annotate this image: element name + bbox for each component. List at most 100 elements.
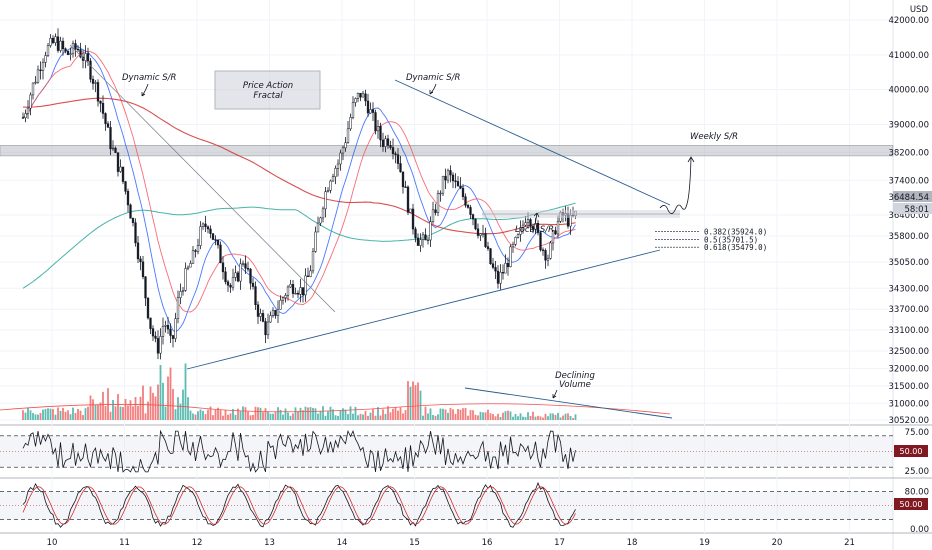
volume-bar: [159, 365, 162, 420]
volume-bar: [164, 406, 167, 420]
candle-body: [29, 94, 32, 109]
rsi-tick-label: 75.00: [905, 428, 929, 438]
volume-bar: [189, 410, 192, 420]
volume-bar: [474, 414, 477, 420]
candle-body: [211, 233, 215, 240]
candle-body: [536, 222, 540, 233]
candle-body: [156, 338, 160, 354]
volume-bar: [122, 407, 124, 420]
candle-body: [294, 292, 297, 295]
volume-bar: [297, 411, 299, 420]
volume-bar: [504, 411, 507, 420]
volume-bar: [139, 396, 142, 420]
volume-bar: [229, 413, 232, 420]
last-price-tag: 36484.54 58:01: [888, 191, 932, 215]
candle-body: [201, 223, 205, 227]
candle-body: [494, 267, 497, 272]
candle-body: [389, 145, 392, 148]
volume-bar: [414, 385, 417, 420]
candle-body: [91, 78, 95, 84]
volume-bar: [242, 406, 244, 420]
candle-body: [89, 60, 92, 80]
candle-body: [146, 297, 150, 319]
stoch-d-line: [22, 486, 576, 525]
candle-body: [196, 245, 200, 252]
candle-body: [204, 223, 207, 228]
candle-body: [261, 313, 265, 322]
volume-bar: [512, 416, 514, 420]
volume-bar: [302, 410, 304, 420]
candle-body: [264, 321, 267, 336]
volume-bar: [554, 414, 557, 420]
candle-body: [131, 218, 135, 223]
price-action-box[interactable]: [214, 70, 321, 110]
volume-bar: [142, 385, 144, 420]
candle-body: [499, 272, 502, 284]
candle-body: [374, 112, 377, 132]
candle-body: [344, 142, 347, 149]
candle-body: [61, 40, 65, 49]
time-tick-label: 11: [119, 538, 130, 548]
candle-body: [101, 103, 105, 114]
volume-bar: [379, 415, 382, 420]
volume-bar: [107, 388, 109, 420]
local-sr-zone: [482, 210, 680, 218]
volume-bar: [337, 415, 339, 420]
candle-body: [251, 282, 255, 287]
ascending-trendline: [186, 249, 661, 370]
candle-body: [521, 224, 525, 228]
candle-body: [324, 191, 327, 210]
volume-bar: [287, 412, 289, 420]
annotation-arrow-2: [429, 83, 437, 95]
price-tick-label: 31500.00: [888, 382, 929, 392]
candle-body: [321, 208, 325, 219]
volume-bar: [119, 406, 122, 420]
candle-body: [414, 228, 417, 239]
candle-body: [51, 37, 55, 43]
candle-body: [159, 336, 162, 354]
time-axis[interactable]: 10 11 12 13 14 15 16 17 18 19 20 21: [47, 538, 855, 548]
candle-body: [216, 240, 220, 246]
candle-body: [404, 186, 407, 188]
candle-body: [539, 232, 542, 251]
volume-bar: [467, 415, 469, 420]
candle-body: [384, 138, 387, 147]
candle-body: [109, 127, 112, 150]
volume-bar: [127, 405, 129, 420]
volume-bar: [432, 414, 434, 420]
volume-bar: [314, 408, 317, 420]
volume-bar: [269, 413, 272, 420]
volume-bar: [507, 410, 509, 420]
volume-bar: [52, 409, 54, 420]
candle-body: [226, 281, 230, 286]
candle-body: [64, 48, 67, 52]
volume-bar: [459, 409, 462, 420]
candle-body: [46, 45, 50, 56]
annotation-arrow-local: [533, 212, 540, 226]
candle-body: [189, 263, 192, 268]
candle-body: [176, 297, 180, 319]
volume-bar: [247, 411, 249, 420]
candle-body: [556, 221, 560, 235]
volume-bar: [27, 407, 29, 420]
volume-bar: [537, 415, 539, 420]
price-axis[interactable]: USD 42000.00 41000.00 40000.00 39000.00 3820…: [888, 5, 929, 426]
candle-body: [501, 272, 505, 274]
volume-bar: [179, 403, 182, 420]
candle-body: [336, 163, 340, 169]
volume-bar: [569, 415, 572, 420]
candle-body: [54, 36, 57, 43]
candle-body: [269, 315, 272, 323]
volume-bar: [492, 414, 494, 420]
volume-bar: [162, 382, 164, 420]
candle-body: [484, 233, 487, 247]
annotation-declining: Declining: [555, 371, 595, 381]
volume-bar: [274, 411, 277, 420]
candle-body: [544, 250, 547, 261]
candle-body: [79, 49, 82, 58]
volume-bar: [289, 415, 292, 420]
volume-bar: [564, 413, 567, 420]
candle-body: [259, 313, 262, 317]
annotation-dynamic-sr-2: Dynamic S/R: [406, 73, 460, 83]
